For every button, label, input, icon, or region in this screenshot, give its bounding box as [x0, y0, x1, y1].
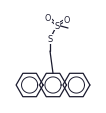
Text: S: S — [54, 21, 60, 30]
Text: O: O — [64, 15, 70, 24]
Text: O: O — [45, 13, 51, 22]
Text: S: S — [47, 35, 53, 44]
